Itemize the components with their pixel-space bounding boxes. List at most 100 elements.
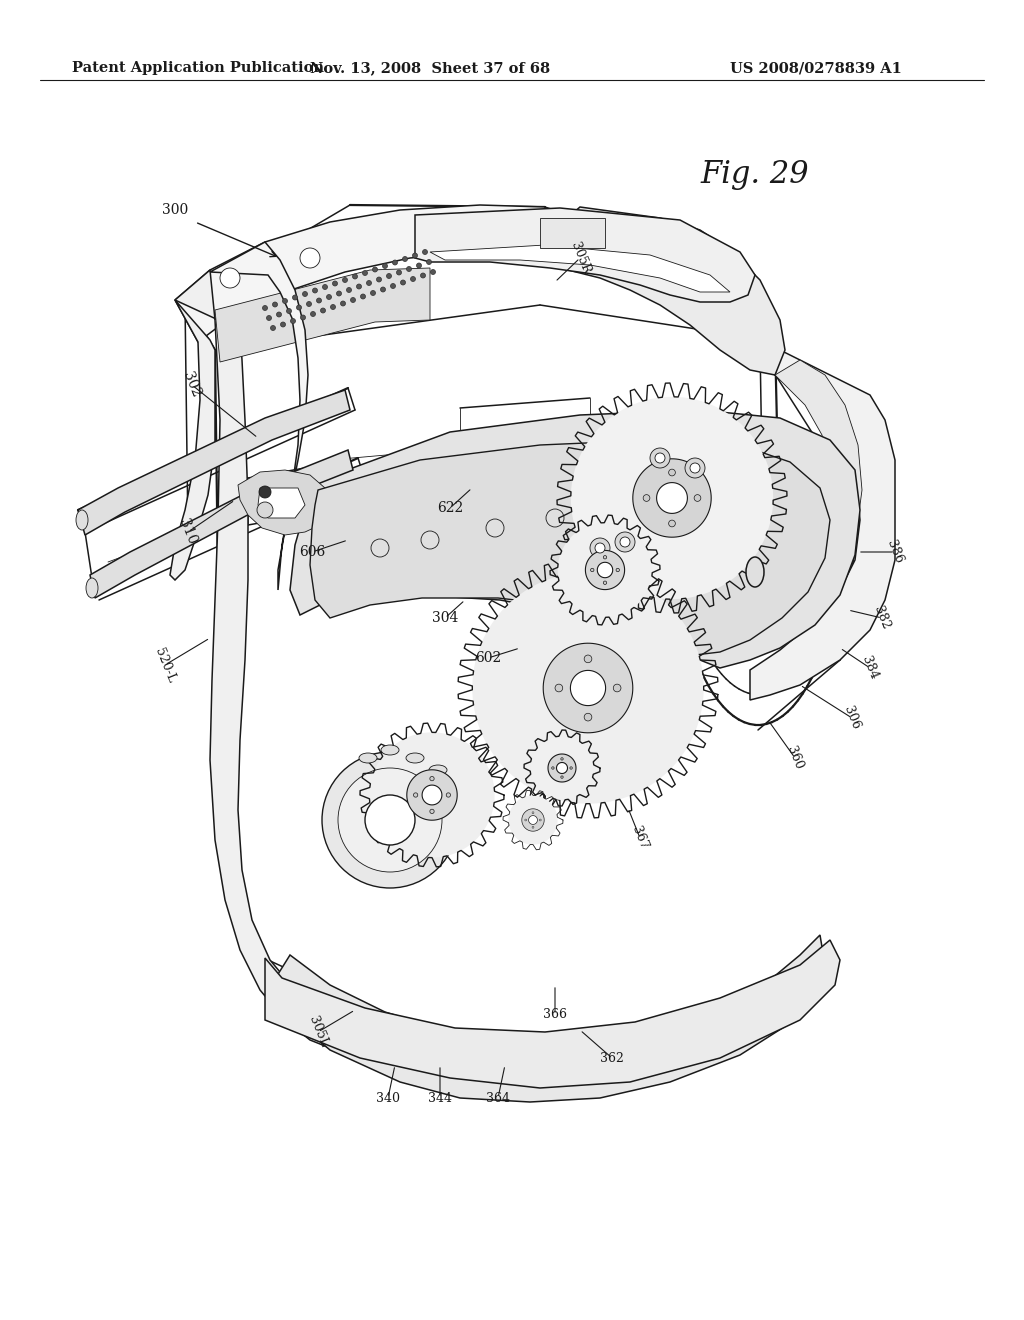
Circle shape [430, 776, 434, 780]
Circle shape [421, 273, 426, 279]
Text: 340: 340 [376, 1092, 400, 1105]
Polygon shape [215, 268, 430, 362]
Text: 602: 602 [475, 651, 501, 665]
Circle shape [532, 826, 534, 828]
Polygon shape [750, 350, 895, 700]
Circle shape [310, 312, 315, 317]
Polygon shape [407, 770, 457, 820]
Circle shape [400, 280, 406, 285]
Polygon shape [210, 242, 308, 590]
Polygon shape [508, 796, 558, 845]
Circle shape [302, 292, 307, 297]
Circle shape [371, 290, 376, 296]
Polygon shape [265, 935, 825, 1102]
Text: 302: 302 [180, 370, 204, 400]
Text: 367: 367 [630, 825, 650, 851]
Circle shape [446, 793, 451, 797]
Circle shape [377, 277, 382, 282]
Circle shape [270, 326, 275, 330]
Circle shape [367, 281, 372, 285]
Circle shape [327, 294, 332, 300]
Circle shape [342, 277, 347, 282]
Polygon shape [265, 940, 840, 1088]
Text: 305R: 305R [567, 240, 592, 276]
Polygon shape [175, 205, 545, 342]
Circle shape [595, 543, 605, 553]
Circle shape [616, 569, 620, 572]
Text: Nov. 13, 2008  Sheet 37 of 68: Nov. 13, 2008 Sheet 37 of 68 [310, 61, 550, 75]
Circle shape [540, 818, 542, 821]
Polygon shape [750, 360, 862, 630]
Circle shape [373, 267, 378, 272]
Circle shape [390, 284, 395, 289]
Circle shape [392, 260, 397, 265]
Polygon shape [520, 207, 785, 375]
Ellipse shape [86, 578, 98, 598]
Ellipse shape [746, 557, 764, 587]
Circle shape [257, 502, 273, 517]
Text: US 2008/0278839 A1: US 2008/0278839 A1 [730, 61, 902, 75]
Text: 300: 300 [162, 203, 188, 216]
Polygon shape [78, 389, 350, 535]
Circle shape [423, 249, 427, 255]
Circle shape [346, 288, 351, 293]
Circle shape [321, 308, 326, 313]
Circle shape [643, 495, 650, 502]
Circle shape [655, 453, 665, 463]
Circle shape [381, 286, 385, 292]
Circle shape [396, 271, 401, 275]
Polygon shape [422, 785, 442, 805]
Text: 305L: 305L [306, 1015, 330, 1049]
Polygon shape [472, 573, 703, 804]
Text: 606: 606 [299, 545, 326, 558]
Text: Patent Application Publication: Patent Application Publication [72, 61, 324, 75]
Circle shape [272, 302, 278, 308]
Polygon shape [238, 470, 328, 535]
Polygon shape [558, 523, 652, 618]
Polygon shape [570, 671, 605, 706]
Circle shape [613, 684, 621, 692]
Circle shape [417, 263, 422, 268]
Text: 386: 386 [885, 539, 905, 565]
Circle shape [365, 795, 415, 845]
Circle shape [350, 297, 355, 302]
Circle shape [356, 284, 361, 289]
Polygon shape [175, 271, 350, 1049]
Polygon shape [586, 550, 625, 590]
Polygon shape [415, 209, 755, 302]
Text: 360: 360 [784, 744, 806, 772]
Circle shape [297, 305, 301, 310]
Text: 344: 344 [428, 1092, 452, 1105]
Polygon shape [370, 733, 495, 858]
Circle shape [561, 776, 563, 779]
Circle shape [430, 809, 434, 813]
Circle shape [669, 469, 676, 477]
Circle shape [293, 294, 298, 300]
Polygon shape [633, 459, 712, 537]
Text: 310: 310 [176, 517, 200, 546]
Ellipse shape [76, 510, 88, 531]
Text: 384: 384 [859, 655, 881, 681]
Circle shape [312, 288, 317, 293]
Text: 362: 362 [600, 1052, 624, 1064]
Text: 364: 364 [486, 1092, 510, 1105]
Circle shape [331, 305, 336, 309]
Circle shape [603, 581, 606, 585]
Circle shape [620, 537, 630, 546]
Ellipse shape [429, 766, 447, 775]
Circle shape [287, 309, 292, 314]
Circle shape [352, 275, 357, 279]
Polygon shape [90, 450, 353, 598]
Text: 382: 382 [871, 605, 893, 631]
Circle shape [300, 248, 319, 268]
Circle shape [316, 298, 322, 304]
Circle shape [386, 273, 391, 279]
Circle shape [266, 315, 271, 321]
Polygon shape [540, 218, 605, 248]
Circle shape [337, 290, 341, 296]
Circle shape [407, 267, 412, 272]
Circle shape [570, 767, 572, 770]
Circle shape [338, 768, 442, 873]
Circle shape [603, 556, 606, 558]
Circle shape [283, 298, 288, 304]
